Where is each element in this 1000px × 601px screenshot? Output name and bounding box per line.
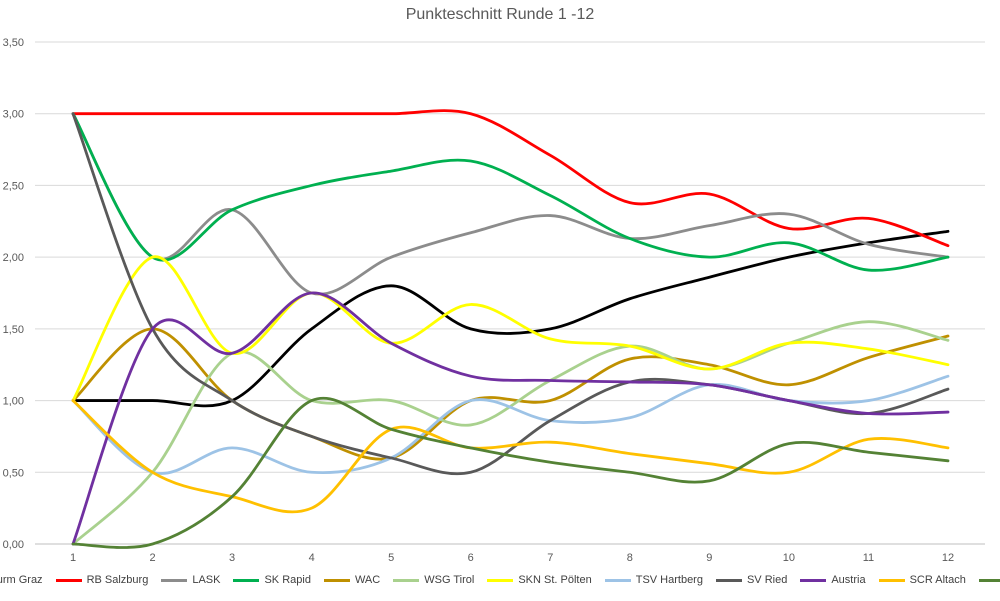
series-line-admira	[71, 397, 950, 549]
x-tick-label: 1	[70, 552, 76, 564]
legend-label: Austria	[831, 574, 866, 586]
x-tick-label: 6	[468, 552, 474, 564]
y-tick-label: 1,50	[3, 324, 24, 336]
y-tick-label: 3,00	[3, 109, 24, 121]
legend-label: WSG Tirol	[424, 574, 475, 586]
legend-label: SCR Altach	[909, 574, 966, 586]
legend-item-lask: LASK	[161, 574, 220, 586]
x-tick-label: 12	[942, 552, 954, 564]
legend-swatch	[233, 578, 260, 582]
legend-swatch	[323, 578, 350, 582]
legend-item-wsg-tirol: WSG Tirol	[393, 574, 474, 586]
y-tick-label: 3,50	[3, 37, 24, 49]
legend-label: RB Salzburg	[86, 574, 149, 586]
series-line-lask	[71, 112, 950, 296]
legend-swatch	[393, 578, 420, 582]
legend-label: Sturm Graz	[0, 574, 43, 586]
y-tick-label: 1,00	[3, 396, 24, 408]
x-tick-label: 4	[309, 552, 315, 564]
series-line-sturm-graz	[71, 229, 950, 408]
legend-label: SKN St. Pölten	[518, 574, 592, 586]
legend-item-wac: WAC	[323, 574, 381, 586]
x-tick-label: 10	[783, 552, 795, 564]
legend-item-sturm-graz: Sturm Graz	[0, 574, 43, 586]
legend-swatch	[800, 578, 827, 582]
legend-item-admira: Admira	[978, 574, 1000, 586]
series-line-scr-altach	[71, 399, 950, 514]
x-tick-label: 2	[149, 552, 155, 564]
x-tick-label: 5	[388, 552, 394, 564]
legend-label: LASK	[192, 574, 221, 586]
legend-swatch	[55, 578, 82, 582]
legend-item-tsv-hartberg: TSV Hartberg	[604, 574, 703, 586]
x-tick-label: 9	[706, 552, 712, 564]
series-line-skn-st-p-lten	[71, 255, 950, 402]
chart-title: Punkteschnitt Runde 1 -12	[405, 6, 595, 23]
y-tick-label: 2,50	[3, 180, 24, 192]
series-line-sv-ried	[71, 112, 950, 476]
legend-item-austria: Austria	[800, 574, 866, 586]
series-line-tsv-hartberg	[71, 374, 950, 475]
legend-item-scr-altach: SCR Altach	[878, 574, 966, 586]
x-tick-label: 7	[547, 552, 553, 564]
y-tick-label: 2,00	[3, 252, 24, 264]
axes: 0,000,501,001,502,002,503,003,501 2 3 4 5 6 7 8…	[3, 37, 955, 564]
series-line-sk-rapid	[71, 112, 950, 272]
legend: Sturm Graz RB Salzburg LASK SK Rapid WAC WSG …	[0, 574, 1000, 586]
x-tick-label: 3	[229, 552, 235, 564]
legend-swatch	[978, 578, 1000, 582]
y-tick-label: 0,00	[3, 539, 24, 551]
series-line-wsg-tirol	[71, 320, 950, 546]
legend-item-sk-rapid: SK Rapid	[233, 574, 311, 586]
legend-item-sv-ried: SV Ried	[715, 574, 788, 586]
series-line-rb-salzburg	[71, 109, 950, 248]
legend-swatch	[878, 578, 905, 582]
legend-label: SK Rapid	[264, 574, 311, 586]
y-tick-label: 0,50	[3, 467, 24, 479]
legend-swatch	[161, 578, 188, 582]
legend-item-rb-salzburg: RB Salzburg	[55, 574, 149, 586]
x-tick-label: 8	[627, 552, 633, 564]
series-lines	[71, 109, 950, 549]
legend-swatch	[487, 578, 514, 582]
x-tick-label: 11	[863, 552, 874, 564]
legend-label: SV Ried	[746, 574, 788, 586]
series-line-wac	[71, 327, 950, 461]
series-line-austria	[71, 291, 950, 546]
legend-swatch	[604, 578, 631, 582]
legend-label: WAC	[354, 574, 381, 586]
legend-item-skn-st-p-lten: SKN St. Pölten	[487, 574, 592, 586]
legend-label: TSV Hartberg	[635, 574, 703, 586]
legend-swatch	[715, 578, 742, 582]
